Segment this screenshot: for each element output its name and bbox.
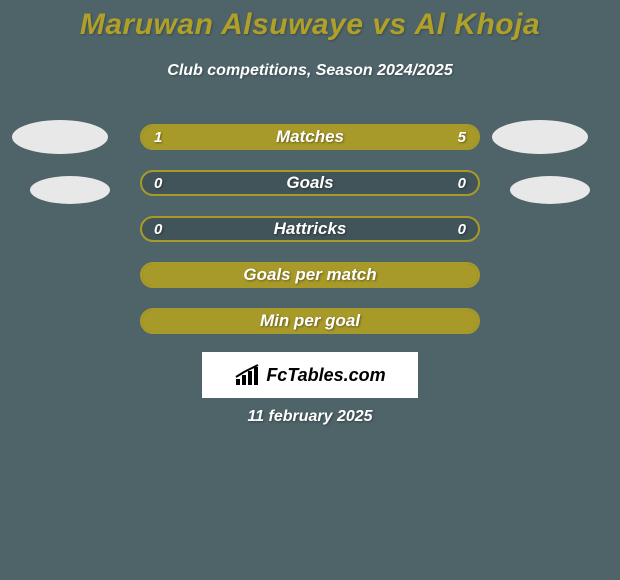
stat-row: Min per goal bbox=[140, 308, 480, 334]
stat-label: Goals bbox=[142, 172, 478, 194]
stat-right-value: 5 bbox=[458, 126, 466, 148]
bars-icon bbox=[234, 363, 262, 387]
left-avatar-ellipse bbox=[12, 120, 108, 154]
brand-badge: FcTables.com bbox=[202, 352, 418, 398]
right-avatar-ellipse bbox=[492, 120, 588, 154]
comparison-canvas: Maruwan Alsuwaye vs Al Khoja Club compet… bbox=[0, 0, 620, 580]
brand-text: FcTables.com bbox=[266, 365, 385, 386]
stat-right-value: 0 bbox=[458, 172, 466, 194]
left-avatar-ellipse bbox=[30, 176, 110, 204]
stat-right-value: 0 bbox=[458, 218, 466, 240]
page-title: Maruwan Alsuwaye vs Al Khoja bbox=[0, 8, 620, 42]
stat-left-value: 1 bbox=[154, 126, 162, 148]
stat-label: Goals per match bbox=[142, 264, 478, 286]
stat-left-value: 0 bbox=[154, 218, 162, 240]
stat-row: Hattricks0 0 bbox=[140, 216, 480, 242]
stat-label: Matches bbox=[142, 126, 478, 148]
stat-row: Goals0 0 bbox=[140, 170, 480, 196]
stat-row: Matches1 5 bbox=[140, 124, 480, 150]
right-avatar-ellipse bbox=[510, 176, 590, 204]
stat-row: Goals per match bbox=[140, 262, 480, 288]
stat-label: Min per goal bbox=[142, 310, 478, 332]
stat-left-value: 0 bbox=[154, 172, 162, 194]
page-subtitle: Club competitions, Season 2024/2025 bbox=[0, 62, 620, 80]
date-text: 11 february 2025 bbox=[0, 408, 620, 426]
stat-label: Hattricks bbox=[142, 218, 478, 240]
